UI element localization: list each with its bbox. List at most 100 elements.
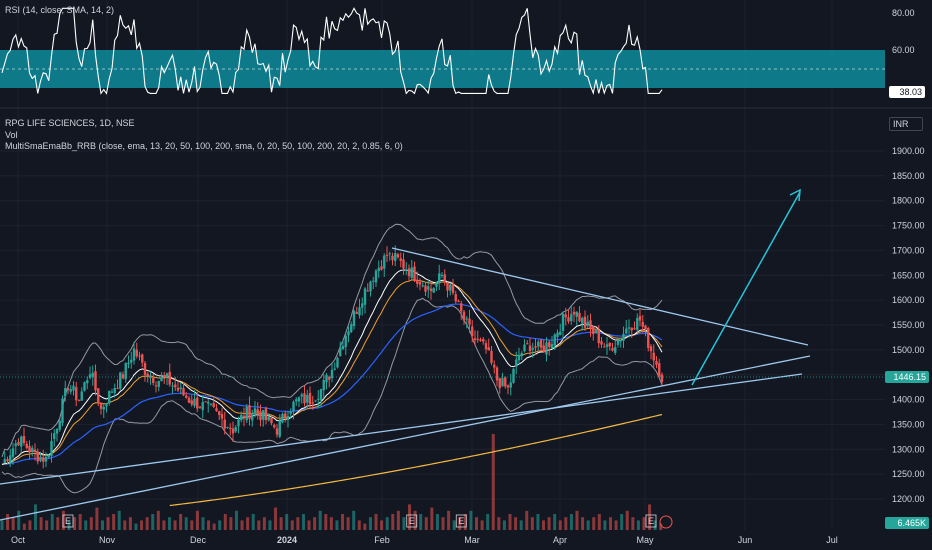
candle-body bbox=[303, 393, 306, 404]
volume-bar bbox=[318, 510, 322, 530]
volume-bar bbox=[530, 517, 534, 530]
candle-body bbox=[515, 359, 518, 367]
volume-bar bbox=[123, 520, 127, 530]
volume-bar bbox=[106, 517, 110, 530]
candle-body bbox=[229, 427, 232, 429]
volume-bar bbox=[117, 510, 121, 530]
volume-bar bbox=[385, 517, 389, 530]
candle-body bbox=[201, 402, 204, 411]
candle-body bbox=[548, 341, 551, 348]
candle-body bbox=[471, 326, 474, 337]
candle-body bbox=[231, 428, 235, 434]
candle-body bbox=[176, 387, 180, 391]
candle-body bbox=[435, 282, 438, 287]
candle-body bbox=[273, 424, 276, 428]
candle-body bbox=[512, 368, 515, 383]
candle-body bbox=[22, 436, 26, 444]
price-tick-label: 1500.00 bbox=[892, 345, 925, 355]
candle-body bbox=[124, 363, 127, 380]
rsi-title: RSI (14, close, SMA, 14, 2) bbox=[5, 5, 115, 15]
dividend-icon[interactable] bbox=[659, 515, 673, 529]
candle-body bbox=[322, 380, 325, 391]
candle-body bbox=[94, 371, 97, 391]
candle-body bbox=[223, 419, 226, 429]
long-support-trendline[interactable] bbox=[0, 373, 803, 485]
volume-bar bbox=[648, 504, 652, 530]
candle-body bbox=[647, 327, 650, 348]
candle-body bbox=[61, 398, 64, 423]
candle-body bbox=[168, 371, 171, 385]
candle-body bbox=[25, 443, 28, 449]
candle-body bbox=[641, 321, 644, 327]
candle-body bbox=[39, 456, 42, 462]
candle-body bbox=[564, 314, 567, 318]
volume-bar bbox=[61, 510, 65, 530]
candle-body bbox=[636, 317, 639, 330]
candle-body bbox=[295, 399, 298, 402]
volume-bar bbox=[486, 514, 490, 530]
candle-body bbox=[644, 325, 647, 330]
volume-bar bbox=[201, 517, 205, 530]
candle-body bbox=[234, 427, 237, 432]
candle-body bbox=[119, 372, 122, 389]
candle-body bbox=[31, 447, 34, 452]
volume-bar bbox=[542, 520, 546, 530]
bollinger-lower bbox=[1, 297, 663, 494]
volume-bar bbox=[17, 510, 21, 530]
candle-body bbox=[77, 400, 81, 402]
time-tick-label: Nov bbox=[99, 535, 116, 545]
time-tick-label: Jul bbox=[826, 535, 838, 545]
candle-body bbox=[308, 392, 312, 405]
earnings-marker-label: E bbox=[65, 516, 71, 526]
candle-body bbox=[289, 411, 292, 414]
candle-body bbox=[542, 345, 545, 353]
candles bbox=[3, 245, 664, 469]
candle-body bbox=[245, 406, 248, 421]
earnings-marker-label: E bbox=[409, 516, 415, 526]
candle-body bbox=[372, 280, 375, 282]
volume-bar bbox=[575, 510, 579, 530]
volume-bar bbox=[173, 520, 177, 530]
earnings-marker-label: E bbox=[458, 516, 464, 526]
candle-body bbox=[339, 347, 342, 357]
candle-body bbox=[152, 377, 155, 383]
candle-body bbox=[490, 350, 493, 363]
candle-body bbox=[218, 411, 221, 416]
candle-body bbox=[413, 266, 416, 282]
candle-body bbox=[207, 401, 210, 404]
projection-arrow[interactable] bbox=[691, 191, 801, 386]
candle-body bbox=[586, 321, 589, 326]
time-tick-label: Feb bbox=[374, 535, 390, 545]
volume-bar bbox=[279, 517, 283, 530]
candle-body bbox=[358, 307, 361, 316]
triangle-upper-trendline[interactable] bbox=[391, 247, 809, 346]
price-tick-label: 1800.00 bbox=[892, 196, 925, 206]
candle-body bbox=[174, 384, 177, 388]
candle-body bbox=[110, 391, 114, 393]
candle-body bbox=[517, 354, 521, 361]
candle-body bbox=[374, 270, 378, 283]
candle-body bbox=[432, 288, 435, 293]
candle-body bbox=[33, 449, 37, 453]
candle-body bbox=[83, 382, 86, 391]
volume-bar bbox=[335, 520, 339, 530]
candle-body bbox=[50, 440, 53, 456]
candle-body bbox=[460, 303, 463, 312]
triangle-lower-trendline[interactable] bbox=[0, 355, 811, 521]
volume-bar bbox=[424, 517, 428, 530]
candle-body bbox=[259, 411, 262, 421]
candle-body bbox=[182, 388, 185, 396]
candle-body bbox=[284, 413, 287, 418]
currency-button[interactable]: INR bbox=[889, 117, 923, 131]
candle-body bbox=[55, 428, 59, 434]
candle-body bbox=[352, 311, 356, 327]
volume-bar bbox=[396, 510, 400, 530]
earnings-marker bbox=[455, 514, 467, 528]
volume-bar bbox=[39, 517, 43, 530]
candle-body bbox=[160, 377, 163, 382]
candle-body bbox=[267, 416, 270, 421]
volume-bar bbox=[313, 517, 317, 530]
volume-bar bbox=[363, 523, 367, 530]
candle-body bbox=[495, 367, 499, 381]
